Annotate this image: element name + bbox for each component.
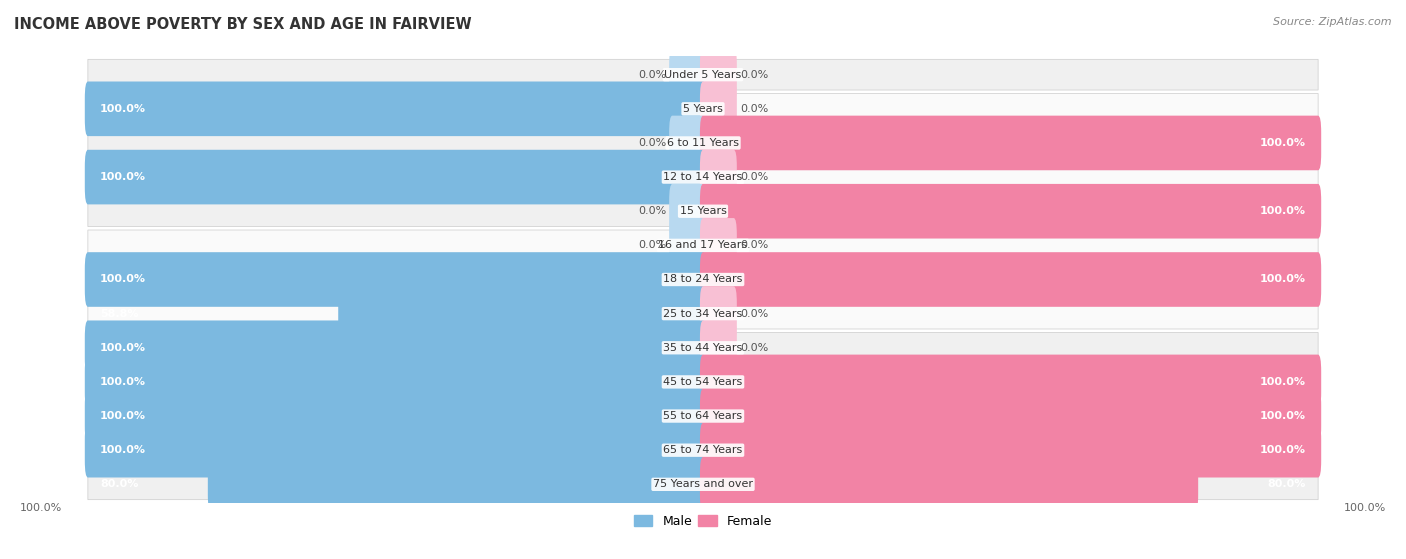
FancyBboxPatch shape [700, 252, 1322, 307]
FancyBboxPatch shape [87, 162, 1319, 192]
Text: 100.0%: 100.0% [100, 343, 146, 353]
FancyBboxPatch shape [84, 320, 706, 375]
Text: 100.0%: 100.0% [1260, 274, 1306, 285]
Text: 16 and 17 Years: 16 and 17 Years [658, 240, 748, 250]
Text: 100.0%: 100.0% [100, 445, 146, 455]
Text: 65 to 74 Years: 65 to 74 Years [664, 445, 742, 455]
Text: 100.0%: 100.0% [1260, 377, 1306, 387]
FancyBboxPatch shape [84, 354, 706, 409]
Text: 80.0%: 80.0% [1267, 479, 1306, 489]
FancyBboxPatch shape [87, 469, 1319, 500]
FancyBboxPatch shape [84, 423, 706, 477]
FancyBboxPatch shape [669, 184, 706, 239]
FancyBboxPatch shape [87, 127, 1319, 158]
Text: 55 to 64 Years: 55 to 64 Years [664, 411, 742, 421]
FancyBboxPatch shape [700, 354, 1322, 409]
Text: 6 to 11 Years: 6 to 11 Years [666, 138, 740, 148]
Text: 35 to 44 Years: 35 to 44 Years [664, 343, 742, 353]
Text: 5 Years: 5 Years [683, 104, 723, 114]
Text: Under 5 Years: Under 5 Years [665, 70, 741, 80]
FancyBboxPatch shape [700, 116, 1322, 170]
FancyBboxPatch shape [87, 93, 1319, 124]
Text: 45 to 54 Years: 45 to 54 Years [664, 377, 742, 387]
FancyBboxPatch shape [87, 230, 1319, 260]
FancyBboxPatch shape [87, 435, 1319, 466]
FancyBboxPatch shape [87, 264, 1319, 295]
Text: 80.0%: 80.0% [100, 479, 139, 489]
FancyBboxPatch shape [700, 48, 737, 102]
FancyBboxPatch shape [208, 457, 706, 511]
FancyBboxPatch shape [700, 184, 1322, 239]
Text: INCOME ABOVE POVERTY BY SEX AND AGE IN FAIRVIEW: INCOME ABOVE POVERTY BY SEX AND AGE IN F… [14, 17, 471, 32]
Text: 0.0%: 0.0% [638, 138, 666, 148]
FancyBboxPatch shape [339, 286, 706, 341]
Text: 0.0%: 0.0% [740, 172, 768, 182]
FancyBboxPatch shape [87, 367, 1319, 397]
FancyBboxPatch shape [84, 389, 706, 443]
FancyBboxPatch shape [84, 82, 706, 136]
Text: 0.0%: 0.0% [740, 343, 768, 353]
Legend: Male, Female: Male, Female [628, 510, 778, 533]
FancyBboxPatch shape [700, 150, 737, 205]
Text: 100.0%: 100.0% [100, 104, 146, 114]
FancyBboxPatch shape [700, 320, 737, 375]
FancyBboxPatch shape [87, 401, 1319, 432]
Text: 100.0%: 100.0% [100, 377, 146, 387]
FancyBboxPatch shape [84, 150, 706, 205]
FancyBboxPatch shape [700, 218, 737, 273]
FancyBboxPatch shape [669, 218, 706, 273]
FancyBboxPatch shape [87, 299, 1319, 329]
Text: 0.0%: 0.0% [740, 240, 768, 250]
FancyBboxPatch shape [700, 389, 1322, 443]
FancyBboxPatch shape [700, 286, 737, 341]
FancyBboxPatch shape [87, 196, 1319, 226]
Text: 100.0%: 100.0% [100, 274, 146, 285]
Text: Source: ZipAtlas.com: Source: ZipAtlas.com [1274, 17, 1392, 27]
FancyBboxPatch shape [700, 457, 1198, 511]
Text: 18 to 24 Years: 18 to 24 Years [664, 274, 742, 285]
Text: 100.0%: 100.0% [100, 411, 146, 421]
Text: 100.0%: 100.0% [1260, 138, 1306, 148]
FancyBboxPatch shape [669, 116, 706, 170]
FancyBboxPatch shape [87, 333, 1319, 363]
Text: 0.0%: 0.0% [638, 240, 666, 250]
Text: 58.8%: 58.8% [100, 309, 139, 319]
FancyBboxPatch shape [669, 48, 706, 102]
Text: 75 Years and over: 75 Years and over [652, 479, 754, 489]
Text: 0.0%: 0.0% [740, 104, 768, 114]
Text: 100.0%: 100.0% [1344, 503, 1386, 513]
Text: 100.0%: 100.0% [100, 172, 146, 182]
FancyBboxPatch shape [87, 59, 1319, 90]
Text: 0.0%: 0.0% [638, 70, 666, 80]
Text: 15 Years: 15 Years [679, 206, 727, 216]
Text: 12 to 14 Years: 12 to 14 Years [664, 172, 742, 182]
Text: 100.0%: 100.0% [1260, 411, 1306, 421]
Text: 100.0%: 100.0% [1260, 206, 1306, 216]
FancyBboxPatch shape [84, 252, 706, 307]
Text: 0.0%: 0.0% [740, 70, 768, 80]
Text: 0.0%: 0.0% [740, 309, 768, 319]
FancyBboxPatch shape [700, 82, 737, 136]
Text: 25 to 34 Years: 25 to 34 Years [664, 309, 742, 319]
FancyBboxPatch shape [700, 423, 1322, 477]
Text: 100.0%: 100.0% [20, 503, 62, 513]
Text: 0.0%: 0.0% [638, 206, 666, 216]
Text: 100.0%: 100.0% [1260, 445, 1306, 455]
